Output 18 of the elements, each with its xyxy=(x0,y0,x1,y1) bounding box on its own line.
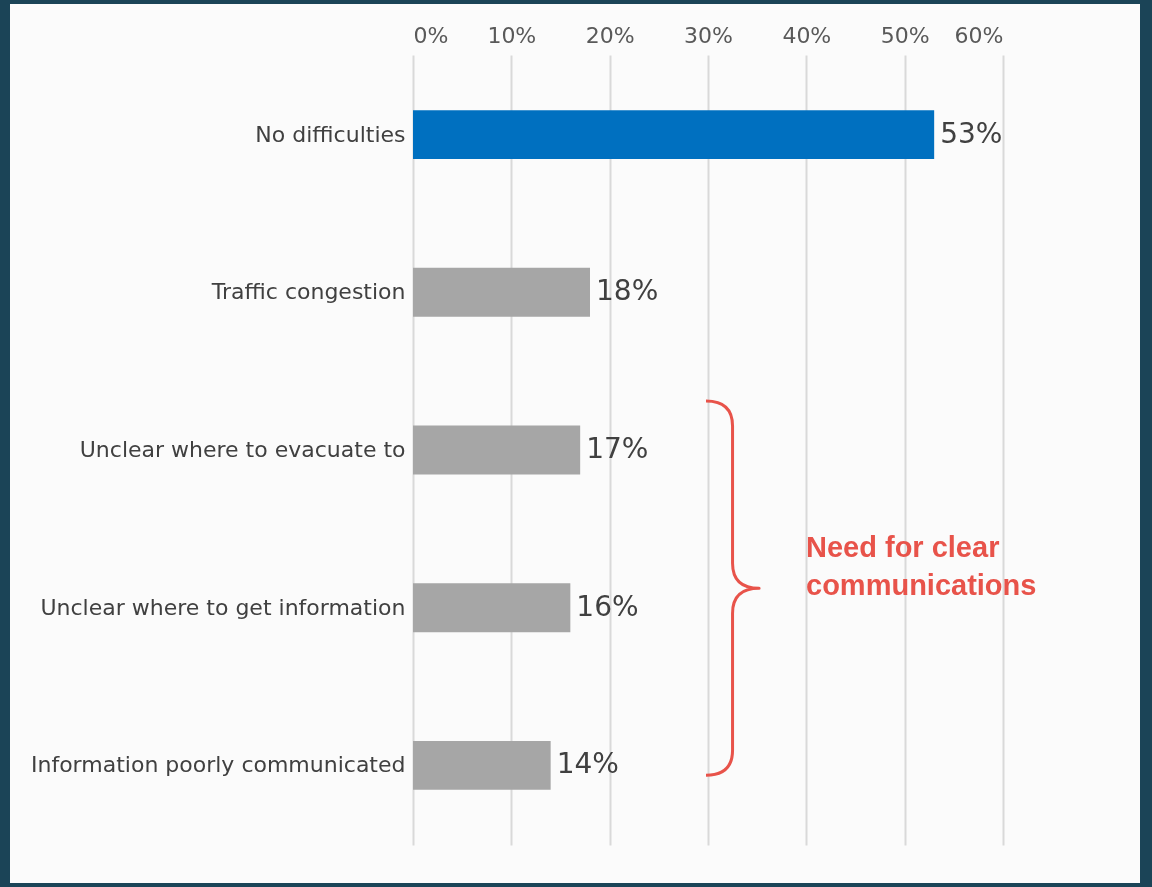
data-label: 16% xyxy=(576,589,639,623)
y-tick-label: No difficulties xyxy=(255,121,406,147)
x-tick-label: 30% xyxy=(684,22,733,48)
data-label: 53% xyxy=(940,116,1003,150)
y-tick-label: Unclear where to evacuate to xyxy=(79,437,406,462)
data-label: 17% xyxy=(586,432,649,465)
x-tick-label: 10% xyxy=(487,22,537,48)
data-label: 18% xyxy=(596,274,659,308)
x-tick-label: 0% xyxy=(413,22,449,48)
x-tick-label: 50% xyxy=(880,22,930,48)
y-tick-label: Information poorly communicated xyxy=(30,752,406,778)
x-tick-label: 20% xyxy=(585,22,635,48)
y-tick-label: Traffic congestion xyxy=(210,279,406,305)
x-tick-label: 60% xyxy=(954,22,1004,48)
x-tick-label: 40% xyxy=(782,22,832,48)
y-tick-label: Unclear where to get information xyxy=(40,594,406,620)
data-label: 14% xyxy=(556,747,619,781)
annotation: Need for clear communications xyxy=(806,529,1037,603)
